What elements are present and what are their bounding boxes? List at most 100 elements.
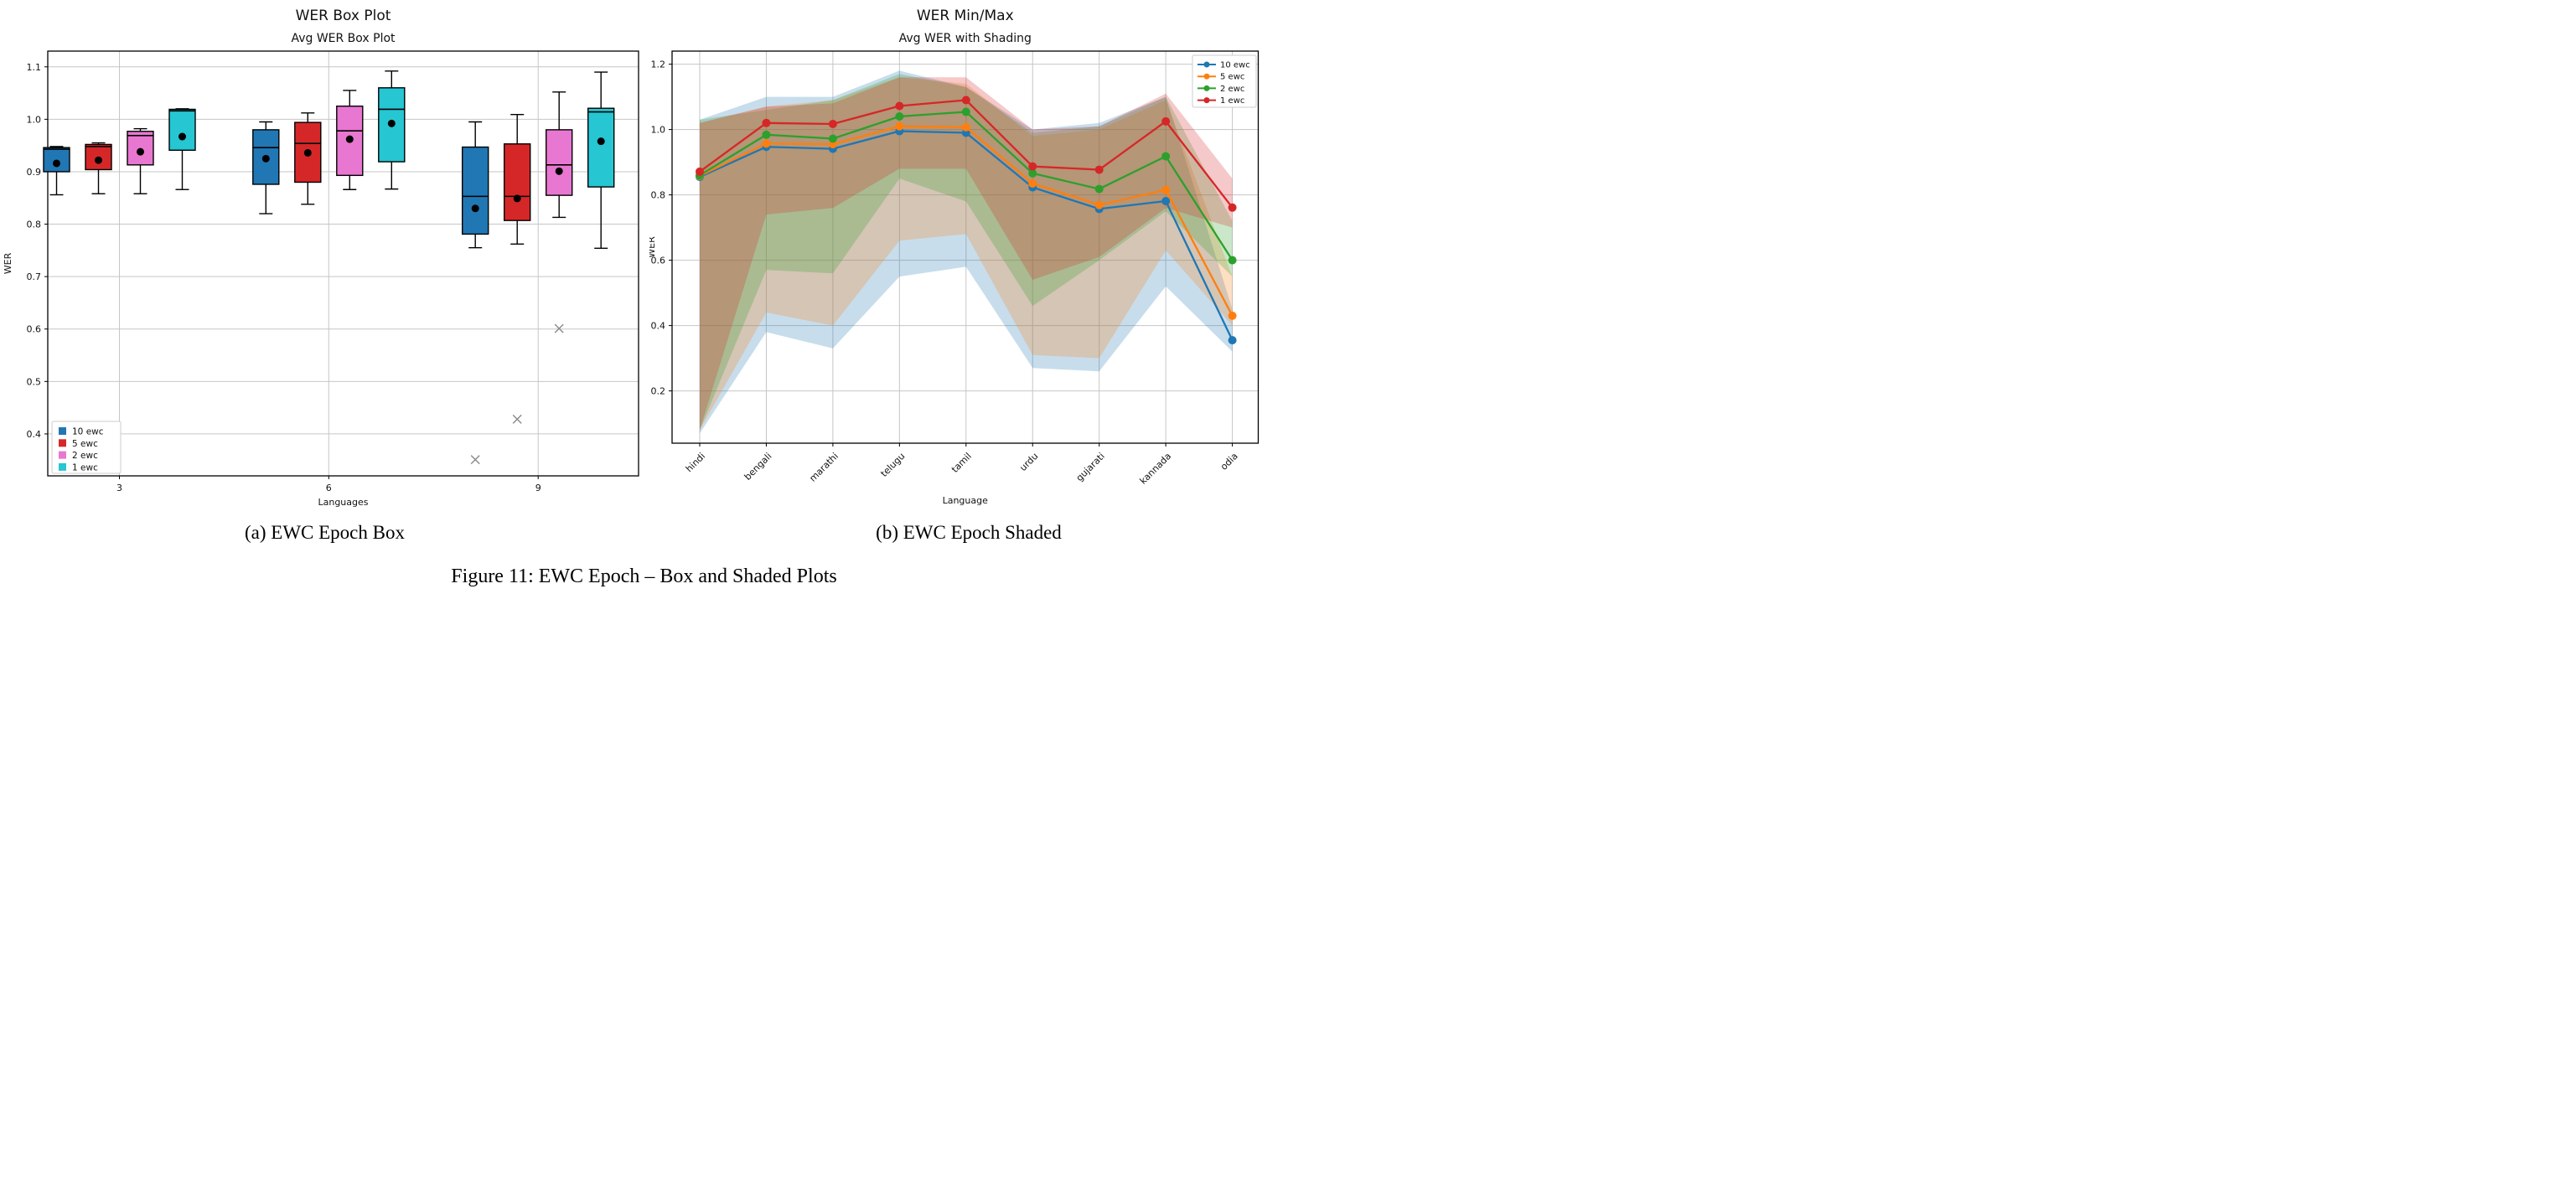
data-point — [1161, 185, 1171, 194]
figure-caption: Figure 11: EWC Epoch – Box and Shaded Pl… — [451, 566, 837, 587]
x-tick-label: kannada — [1138, 451, 1174, 487]
data-point — [1161, 116, 1171, 126]
minmax-band-2-ewc — [700, 74, 1233, 431]
chart-title: WER Box Plot — [296, 8, 391, 24]
x-axis-label: Languages — [318, 497, 368, 508]
legend-label: 5 ewc — [72, 439, 98, 449]
y-tick-label: 0.6 — [651, 256, 666, 266]
legend-swatch — [59, 451, 66, 459]
legend-marker — [1203, 85, 1210, 91]
mean-dot — [597, 137, 605, 146]
data-point — [1028, 162, 1037, 171]
data-point — [1228, 256, 1237, 265]
data-point — [1028, 178, 1037, 188]
legend-label: 1 ewc — [1220, 96, 1244, 106]
box-10-ewc-group-9 — [462, 146, 489, 235]
data-point — [1094, 184, 1104, 194]
data-point — [961, 107, 970, 116]
data-point — [828, 119, 837, 128]
data-point — [895, 101, 904, 111]
data-point — [696, 167, 704, 176]
data-point — [1094, 200, 1104, 209]
x-axis-label: Language — [943, 495, 989, 506]
subfigure-a-caption: (a) EWC Epoch Box — [245, 522, 405, 543]
x-tick-label: bengali — [742, 451, 774, 483]
wer-shaded-plot-svg: 0.2 0.4 0.6 0.8 1.0 1.2 hindi bengali marathi tel… — [649, 8, 1260, 506]
chart-subtitle: Avg WER Box Plot — [291, 32, 396, 45]
outlier-marker — [512, 414, 522, 424]
data-point — [961, 96, 970, 105]
box-1-ewc-group-9 — [587, 107, 615, 188]
mean-dot — [345, 135, 354, 143]
box-2-ewc-group-9 — [546, 129, 573, 196]
legend-label: 5 ewc — [1220, 73, 1244, 82]
data-point — [1228, 203, 1237, 212]
minmax-band-1-ewc — [700, 77, 1233, 431]
box-2-ewc-group-6 — [336, 106, 364, 177]
legend-swatch — [59, 439, 66, 447]
y-tick-label: 0.2 — [651, 386, 666, 397]
minmax-band-10-ewc — [700, 70, 1233, 434]
legend-label: 10 ewc — [1220, 61, 1250, 70]
x-tick-label: hindi — [684, 451, 707, 474]
x-tick-label: odia — [1218, 451, 1240, 473]
data-point — [762, 130, 771, 139]
y-tick-label: 0.6 — [27, 324, 42, 335]
mean-dot — [387, 119, 396, 127]
x-tick-label: 6 — [326, 483, 332, 493]
mean-dot — [178, 132, 186, 141]
y-tick-label: 0.8 — [27, 219, 42, 230]
subfigure-row: 0.4 0.5 0.6 0.7 0.8 0.9 1.0 1.1 3 6 9 10 ewc 5 ewc 2 … — [0, 0, 1288, 544]
legend-label: 1 ewc — [72, 462, 98, 473]
legend-label: 10 ewc — [72, 427, 104, 437]
x-tick-label: 3 — [116, 483, 122, 493]
chart-title: WER Min/Max — [917, 8, 1014, 24]
x-tick-label: gujarati — [1074, 451, 1107, 483]
y-tick-label: 0.7 — [27, 271, 42, 282]
data-point — [1228, 311, 1237, 320]
legend-box — [51, 421, 122, 474]
box-5-ewc-group-9 — [504, 143, 531, 221]
x-tick-label: marathi — [807, 451, 841, 484]
data-point — [1028, 168, 1037, 178]
legend-marker — [1203, 73, 1210, 80]
y-tick-label: 1.2 — [651, 59, 666, 70]
y-tick-label: 1.0 — [27, 114, 42, 125]
x-tick-label: 9 — [535, 483, 541, 493]
data-point — [762, 139, 771, 148]
mean-dot — [261, 154, 270, 163]
axes-frame — [47, 50, 639, 477]
mean-dot — [555, 167, 563, 175]
legend-label: 2 ewc — [72, 451, 98, 461]
y-tick-label: 0.4 — [27, 429, 42, 440]
y-tick-label: 0.4 — [651, 321, 666, 332]
legend-swatch — [59, 462, 66, 471]
legend-swatch — [59, 427, 66, 435]
outlier-marker — [470, 455, 480, 465]
data-point — [1228, 336, 1237, 345]
legend-marker — [1203, 61, 1210, 68]
figure-11-panel: 0.4 0.5 0.6 0.7 0.8 0.9 1.0 1.1 3 6 9 10 ewc 5 ewc 2 … — [0, 0, 1288, 596]
wer-box-plot-svg: 0.4 0.5 0.6 0.7 0.8 0.9 1.0 1.1 3 6 9 10 ewc 5 ewc 2 … — [3, 8, 639, 508]
y-tick-label: 1.0 — [651, 125, 666, 136]
subfigure-b: 0.2 0.4 0.6 0.8 1.0 1.2 hindi bengali marathi tel… — [649, 0, 1288, 544]
data-point — [895, 121, 904, 131]
data-point — [1094, 165, 1104, 174]
box-1-ewc-group-3 — [168, 108, 196, 152]
y-tick-label: 0.9 — [27, 167, 42, 178]
data-point — [961, 122, 970, 132]
y-tick-label: 0.5 — [27, 376, 42, 387]
x-tick-label: urdu — [1017, 451, 1040, 473]
subfigure-b-caption: (b) EWC Epoch Shaded — [876, 522, 1062, 543]
legend-marker — [1203, 97, 1210, 104]
mean-dot — [303, 148, 312, 157]
mean-dot — [95, 156, 102, 164]
mean-dot — [137, 147, 144, 156]
data-point — [1161, 152, 1171, 161]
y-axis-label: WER — [649, 236, 657, 258]
mean-dot — [53, 159, 60, 168]
mean-dot — [513, 194, 521, 203]
data-point — [828, 134, 837, 143]
data-point — [762, 118, 771, 127]
y-axis-label: WER — [3, 252, 13, 274]
